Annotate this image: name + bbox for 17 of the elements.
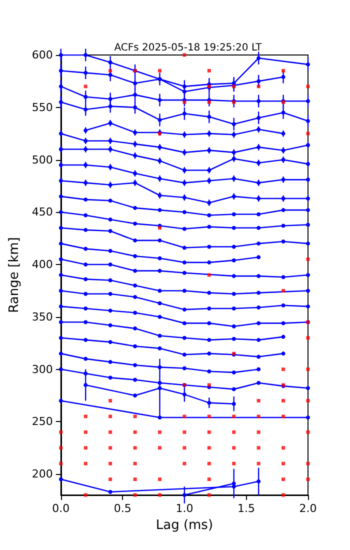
x-tick-label: 1.0 <box>176 502 194 515</box>
y-axis-title: Range [km] <box>7 237 22 313</box>
y-tick-label: 550 <box>32 100 53 114</box>
y-tick-label: 250 <box>32 415 53 428</box>
y-tick-label: 400 <box>32 258 53 272</box>
x-tick-label: 2.0 <box>299 502 317 515</box>
y-tick-label: 450 <box>32 206 53 219</box>
x-tick-label: 0.0 <box>52 502 70 515</box>
x-tick-label: 0.5 <box>114 502 132 515</box>
y-tick-label: 200 <box>32 468 53 481</box>
y-tick-label: 300 <box>32 362 53 376</box>
x-axis-title: Lag (ms) <box>156 518 214 533</box>
x-tick-label: 1.5 <box>237 502 255 515</box>
y-tick-label: 350 <box>32 310 53 324</box>
chart-title: ACFs 2025-05-18 19:25:20 LT <box>114 42 263 54</box>
y-tick-label: 600 <box>32 48 53 62</box>
y-tick-label: 500 <box>32 153 53 166</box>
